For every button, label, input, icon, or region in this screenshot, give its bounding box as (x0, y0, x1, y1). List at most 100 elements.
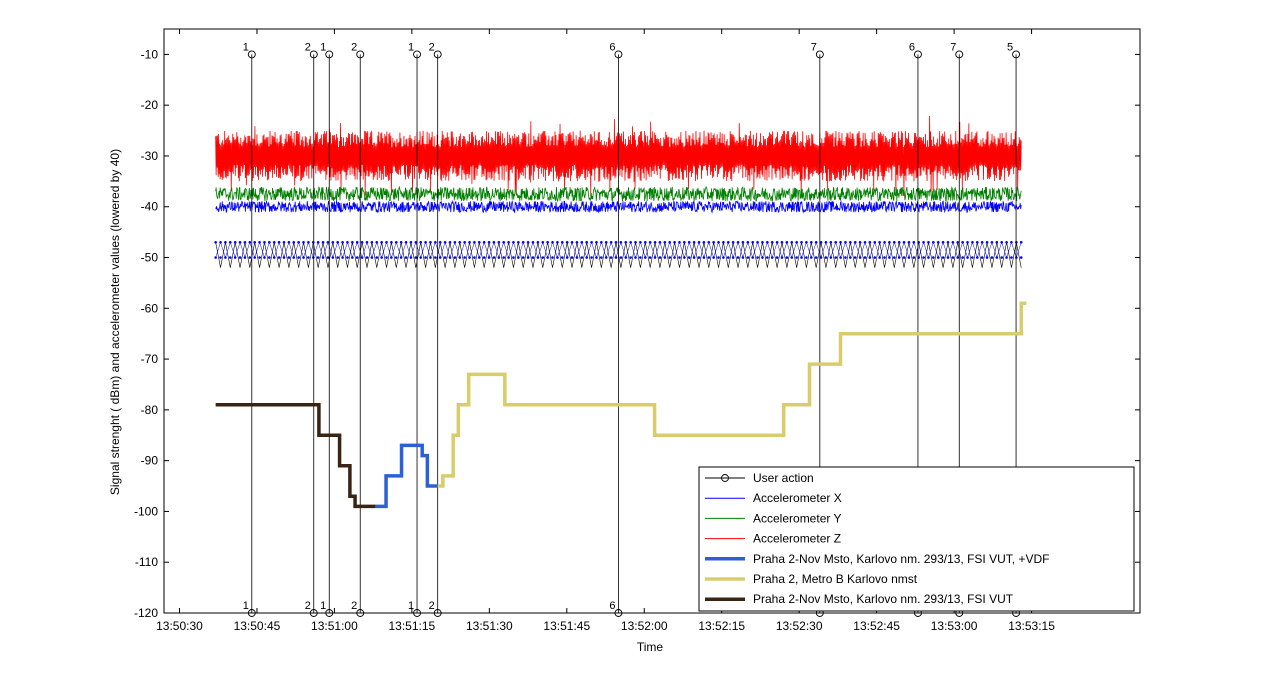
x-tick-label: 13:51:45 (543, 619, 590, 633)
pattern-dot (282, 240, 286, 244)
pattern-dot (1010, 240, 1013, 244)
pattern-dot (849, 256, 852, 259)
pattern-dot (1005, 256, 1008, 259)
pattern-dot (429, 256, 432, 259)
pattern-dot (453, 240, 457, 244)
pattern-dot (228, 256, 232, 259)
user-action-label: 6 (609, 41, 615, 53)
pattern-dot (697, 256, 701, 259)
pattern-dot (932, 240, 935, 244)
pattern-dot (351, 240, 354, 244)
pattern-dot (531, 256, 535, 259)
pattern-dot (902, 256, 906, 259)
x-tick-label: 13:51:00 (311, 619, 358, 633)
pattern-dot (975, 256, 979, 259)
user-action-marker-top (913, 50, 922, 59)
pattern-dot (892, 256, 896, 259)
pattern-dot (595, 256, 598, 259)
pattern-dot (487, 240, 491, 244)
pattern-dot (502, 256, 506, 259)
pattern-dot (834, 240, 837, 244)
pattern-dot (990, 256, 994, 259)
legend-label: User action (753, 471, 814, 485)
user-action-marker-top (614, 50, 623, 59)
pattern-dot (844, 256, 847, 259)
pattern-dot (619, 256, 623, 259)
pattern-dot (663, 240, 667, 244)
pattern-dot (316, 240, 320, 244)
pattern-dot (658, 256, 662, 259)
pattern-dot (512, 240, 515, 244)
pattern-dot (253, 240, 256, 244)
user-action-marker-top (356, 50, 365, 59)
pattern-dot (370, 240, 374, 244)
pattern-dot (365, 256, 369, 259)
pattern-dot (258, 240, 261, 244)
pattern-dot (434, 256, 437, 259)
pattern-dot (224, 256, 227, 259)
pattern-dot (302, 256, 305, 259)
pattern-dot (941, 240, 945, 244)
pattern-dot (614, 256, 618, 259)
pattern-dot (311, 256, 315, 259)
user-action-marker-top (955, 50, 964, 59)
user-action-marker-top (433, 50, 442, 59)
pattern-dot (985, 240, 989, 244)
pattern-dot (341, 240, 344, 244)
pattern-dot (980, 256, 984, 259)
pattern-dot (438, 240, 442, 244)
pattern-dot (268, 256, 271, 259)
pattern-dot (609, 240, 613, 244)
pattern-dot (404, 256, 408, 259)
user-action-label: 2 (429, 600, 435, 612)
pattern-dot (888, 240, 891, 244)
pattern-dot (600, 240, 603, 244)
pattern-dot (663, 256, 667, 259)
pattern-dot (775, 240, 779, 244)
pattern-dot (692, 240, 696, 244)
x-tick-label: 13:53:15 (1008, 619, 1055, 633)
pattern-dot (858, 240, 862, 244)
pattern-dot (517, 256, 520, 259)
pattern-dot (624, 256, 628, 259)
pattern-dot (360, 240, 364, 244)
pattern-dot (551, 256, 554, 259)
pattern-dot (326, 240, 330, 244)
pattern-dot (351, 256, 354, 259)
pattern-dot (790, 240, 794, 244)
signal-series-layer (215, 301, 1027, 509)
y-tick-label: -80 (141, 403, 159, 417)
pattern-dot (868, 240, 872, 244)
pattern-dot (570, 256, 574, 259)
pattern-dot (673, 256, 676, 259)
pattern-dot (580, 240, 584, 244)
pattern-dot (878, 256, 881, 259)
pattern-dot (863, 240, 867, 244)
pattern-dot (922, 240, 925, 244)
pattern-dot (575, 256, 579, 259)
legend-label: Accelerometer X (753, 491, 842, 505)
pattern-dot (668, 256, 671, 259)
pattern-dot (375, 240, 379, 244)
pattern-dot (482, 256, 486, 259)
pattern-dot (712, 240, 715, 244)
pattern-dot (316, 256, 320, 259)
pattern-dot (385, 256, 388, 259)
pattern-dot (761, 256, 764, 259)
user-action-label: 7 (811, 41, 817, 53)
pattern-dot (419, 240, 423, 244)
pattern-dot (414, 256, 418, 259)
user-action-label: 6 (609, 600, 615, 612)
pattern-dot (292, 240, 296, 244)
pattern-dot (834, 256, 837, 259)
pattern-dot (712, 256, 715, 259)
x-tick-label: 13:50:30 (156, 619, 203, 633)
pattern-dot (390, 240, 393, 244)
pattern-dot (722, 240, 725, 244)
pattern-dot (341, 256, 344, 259)
pattern-dot (927, 240, 930, 244)
pattern-dot (639, 240, 642, 244)
user-action-marker-top (325, 50, 334, 59)
pattern-dot (443, 240, 447, 244)
